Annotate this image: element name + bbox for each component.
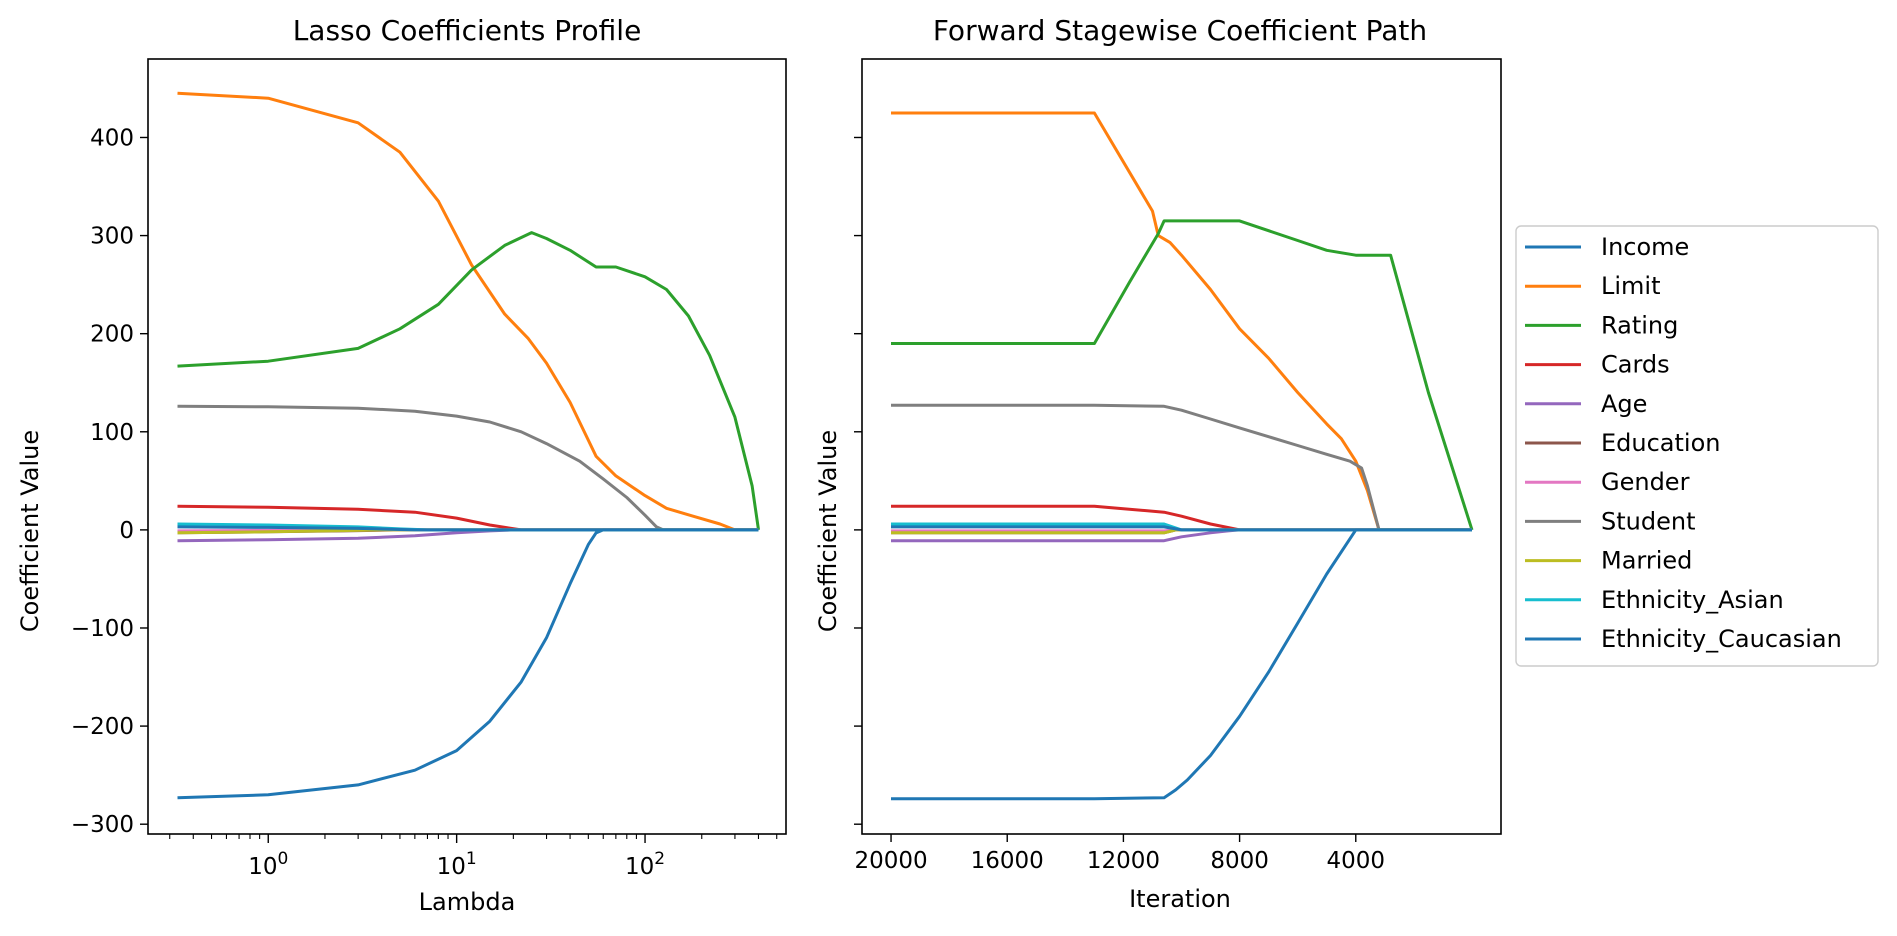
stagewise-series-income [891, 528, 1472, 801]
lasso-y-tick-label: 200 [90, 322, 134, 348]
stagewise-series-rating [891, 219, 1474, 531]
legend-label: Income [1601, 233, 1689, 261]
stagewise-x-tick-label: 20000 [854, 848, 927, 874]
stagewise-ticks: 20000 16000 12000 8000 4000 [854, 136, 1385, 874]
lasso-panel: Lasso Coefficients Profile Lambda Coeffi… [16, 14, 787, 916]
lasso-y-axis-label: Coefficient Value [16, 430, 44, 632]
lasso-y-tick-label: 100 [90, 420, 134, 446]
lasso-y-tick-label: −100 [71, 616, 134, 642]
lasso-series-lines [177, 91, 760, 800]
stagewise-series-student [891, 403, 1472, 532]
lasso-x-axis-label: Lambda [419, 888, 516, 916]
lasso-y-tick-label: 0 [119, 518, 134, 544]
legend-label: Ethnicity_Asian [1601, 586, 1784, 614]
legend-frame [1515, 225, 1879, 667]
lasso-y-tick-label: 300 [90, 224, 134, 250]
lasso-y-tick-label: 400 [90, 125, 134, 151]
lasso-y-tick-label: −200 [71, 714, 134, 740]
stagewise-plot-frame [861, 58, 1502, 835]
legend-label: Rating [1601, 311, 1678, 339]
legend-label: Student [1601, 507, 1695, 535]
stagewise-y-axis-label: Coefficient Value [814, 430, 842, 632]
stagewise-series-ethnicity-caucasian [891, 525, 1472, 532]
stagewise-series-lines [891, 111, 1474, 801]
legend-label: Education [1601, 429, 1720, 457]
legend-label: Cards [1601, 351, 1670, 379]
lasso-chart-title: Lasso Coefficients Profile [293, 14, 642, 47]
legend-label: Ethnicity_Caucasian [1601, 625, 1842, 653]
legend-items: Income Limit Rating Cards Age Education Gender… [1525, 233, 1842, 653]
lasso-series-limit [177, 91, 759, 532]
legend-label: Limit [1601, 272, 1661, 300]
legend: Income Limit Rating Cards Age Education Gender… [1515, 225, 1879, 667]
lasso-ticks: −300 −200 −100 0 100 200 300 400 100 101 102 [71, 125, 778, 880]
stagewise-series-limit [891, 111, 1472, 532]
stagewise-x-tick-label: 4000 [1326, 848, 1385, 874]
stagewise-x-tick-label: 16000 [971, 848, 1044, 874]
lasso-series-ethnicity-caucasian [177, 525, 759, 532]
stagewise-x-tick-label: 8000 [1210, 848, 1269, 874]
legend-label: Married [1601, 547, 1692, 575]
lasso-series-student [177, 404, 759, 532]
lasso-x-tick-label: 101 [437, 849, 477, 880]
legend-label: Age [1601, 390, 1647, 418]
stagewise-chart-title: Forward Stagewise Coefficient Path [933, 14, 1427, 47]
lasso-series-rating [177, 231, 760, 531]
stagewise-panel: Forward Stagewise Coefficient Path Itera… [814, 14, 1502, 913]
legend-label: Gender [1601, 468, 1690, 496]
lasso-y-tick-label: −300 [71, 812, 134, 838]
stagewise-x-tick-label: 12000 [1087, 848, 1160, 874]
stagewise-x-axis-label: Iteration [1129, 885, 1231, 913]
lasso-plot-frame [147, 58, 787, 835]
lasso-x-tick-label: 102 [625, 849, 665, 880]
lasso-x-tick-label: 100 [248, 849, 288, 880]
